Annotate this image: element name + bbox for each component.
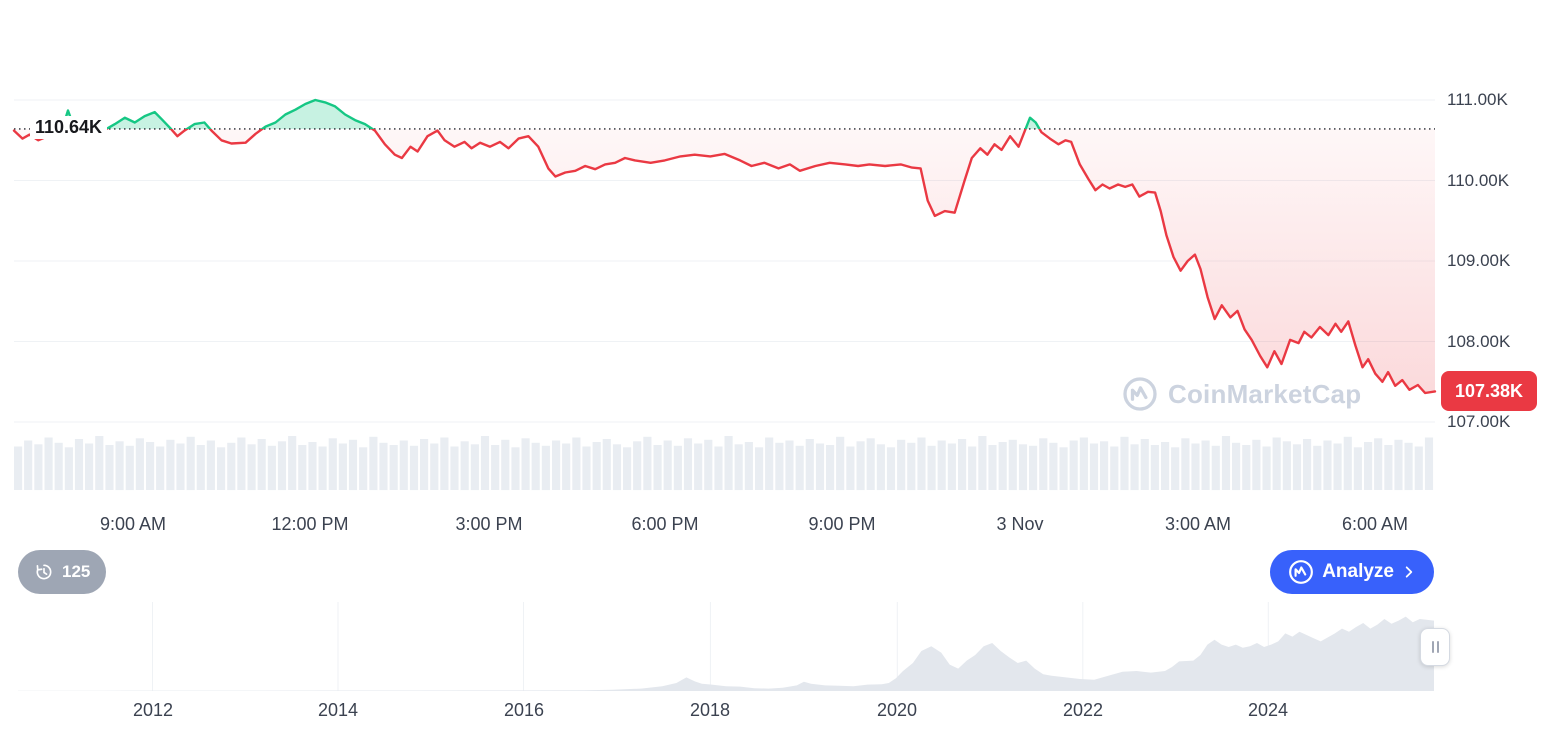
history-count-label: 125 [62,562,91,581]
minimap-chart[interactable] [0,602,1566,692]
year-label: 2014 [317,700,359,720]
baseline-price-label: 110.64K [30,115,108,139]
watermark: CoinMarketCap [1122,376,1361,412]
year-label: 2024 [1247,700,1289,720]
minimap-scrubber-handle[interactable] [1420,628,1450,666]
x-axis-label: 9:00 AM [99,514,167,534]
main-chart-svg[interactable] [0,0,1566,500]
history-clock-icon [34,562,54,582]
year-label: 2022 [1062,700,1104,720]
scrubber-grip-icon [1436,641,1439,653]
watermark-text: CoinMarketCap [1168,378,1362,409]
x-axis-label: 12:00 PM [271,514,349,534]
y-axis-label: 108.00K [1447,331,1511,351]
mini-year-axis: 2012 2014 2016 2018 2020 2022 2024 [0,700,1566,726]
y-axis-label: 110.00K [1447,170,1510,190]
x-axis-label: 3:00 PM [455,514,523,534]
coinmarketcap-logo-icon [1288,559,1314,585]
x-axis: 9:00 AM 12:00 PM 3:00 PM 6:00 PM 9:00 PM 3 No… [0,514,1566,542]
x-axis-label: 3 Nov [996,514,1044,534]
y-axis-label: 109.00K [1447,251,1511,270]
x-axis-label: 6:00 PM [631,514,699,534]
year-label: 2018 [689,700,731,720]
year-label: 2016 [503,700,545,720]
x-axis-label: 6:00 AM [1341,514,1409,534]
analyze-button-label: Analyze [1322,561,1394,582]
analyze-button[interactable]: Analyze [1270,550,1434,594]
scrubber-grip-icon [1431,641,1434,653]
coinmarketcap-logo-icon [1122,376,1158,412]
year-label: 2020 [876,700,918,720]
history-count-badge[interactable]: 125 [18,550,107,594]
x-axis-label: 3:00 AM [1164,514,1232,534]
current-price-badge: 107.38K [1441,371,1538,412]
y-axis-label: 107.00K [1447,412,1511,431]
y-axis-label: 111.00K [1447,90,1508,109]
x-axis-label: 9:00 PM [808,514,876,534]
chevron-right-icon [1402,565,1416,579]
year-label: 2012 [132,700,174,720]
